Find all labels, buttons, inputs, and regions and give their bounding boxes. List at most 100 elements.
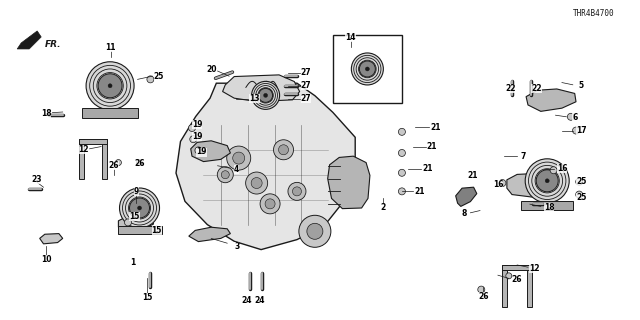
Text: 19: 19 [192,132,202,141]
Circle shape [499,180,506,187]
Text: 21: 21 [414,187,424,196]
Circle shape [189,124,195,132]
Circle shape [190,136,196,143]
Text: 15: 15 [152,226,162,235]
Circle shape [120,188,159,228]
Circle shape [536,170,558,192]
Text: 12: 12 [78,145,88,154]
Circle shape [98,74,122,98]
Polygon shape [507,173,564,198]
Circle shape [278,145,289,155]
Text: 21: 21 [467,171,477,180]
Bar [79,139,107,144]
Circle shape [260,194,280,214]
Circle shape [108,84,112,88]
Bar [79,139,84,179]
Polygon shape [176,83,355,250]
Text: 15: 15 [129,212,140,221]
Polygon shape [118,216,154,230]
Text: 14: 14 [346,33,356,42]
Circle shape [399,128,405,135]
Text: 18: 18 [41,109,51,118]
Circle shape [251,178,262,188]
Circle shape [217,167,233,183]
Bar [118,226,161,234]
Bar [82,108,138,118]
Text: FR.: FR. [45,40,61,50]
Polygon shape [223,75,300,101]
Polygon shape [40,234,63,244]
Bar [502,265,532,270]
Text: 24: 24 [241,296,252,305]
Text: 2: 2 [380,203,385,212]
Text: 7: 7 [521,152,526,161]
Circle shape [568,113,574,120]
Text: 19: 19 [196,148,207,156]
Polygon shape [17,31,41,49]
Text: 5: 5 [579,81,584,90]
Text: 21: 21 [422,164,433,173]
Text: 21: 21 [427,142,437,151]
Text: 19: 19 [192,120,202,129]
Polygon shape [526,89,576,111]
Bar [502,265,507,307]
Circle shape [288,182,306,200]
Text: 10: 10 [41,255,51,264]
Circle shape [138,206,141,210]
Circle shape [550,167,557,174]
Text: 16: 16 [557,164,567,173]
Circle shape [154,226,160,233]
Circle shape [299,215,331,247]
Bar [102,139,107,179]
Circle shape [147,76,154,83]
Circle shape [233,152,244,164]
Circle shape [221,171,229,179]
Circle shape [129,198,150,218]
Text: 27: 27 [301,94,311,103]
Circle shape [264,93,268,97]
Text: 27: 27 [301,81,311,90]
Text: 4: 4 [234,165,239,174]
Circle shape [265,199,275,209]
Circle shape [125,219,131,226]
Text: 25: 25 [154,72,164,81]
Text: 27: 27 [301,68,311,77]
Circle shape [478,286,484,293]
Polygon shape [456,187,477,206]
Bar [521,201,573,210]
Text: 12: 12 [529,264,540,273]
Circle shape [246,172,268,194]
Text: 22: 22 [506,84,516,93]
Circle shape [365,67,369,71]
Text: 23: 23 [32,175,42,184]
Bar [333,35,402,103]
Circle shape [399,188,405,195]
Circle shape [351,53,383,85]
Text: 26: 26 [512,276,522,284]
Circle shape [576,191,582,198]
Text: 16: 16 [493,180,503,189]
Circle shape [292,187,301,196]
Circle shape [252,81,280,109]
Text: 11: 11 [106,43,116,52]
Text: 24: 24 [254,296,264,305]
Text: 21: 21 [430,123,440,132]
Text: 9: 9 [134,187,139,196]
Circle shape [573,127,579,134]
Circle shape [115,160,122,165]
Text: THR4B4700: THR4B4700 [573,9,614,18]
Circle shape [545,179,549,183]
Text: 15: 15 [142,293,152,302]
Text: 25: 25 [576,193,586,202]
Polygon shape [189,227,230,242]
Polygon shape [328,156,370,209]
Text: 25: 25 [576,177,586,186]
Circle shape [86,62,134,110]
Text: 1: 1 [131,258,136,267]
Text: 20: 20 [206,65,216,74]
Text: 13: 13 [250,94,260,103]
Circle shape [136,160,143,165]
Circle shape [360,61,376,77]
Text: 26: 26 [134,159,145,168]
Circle shape [259,88,273,102]
